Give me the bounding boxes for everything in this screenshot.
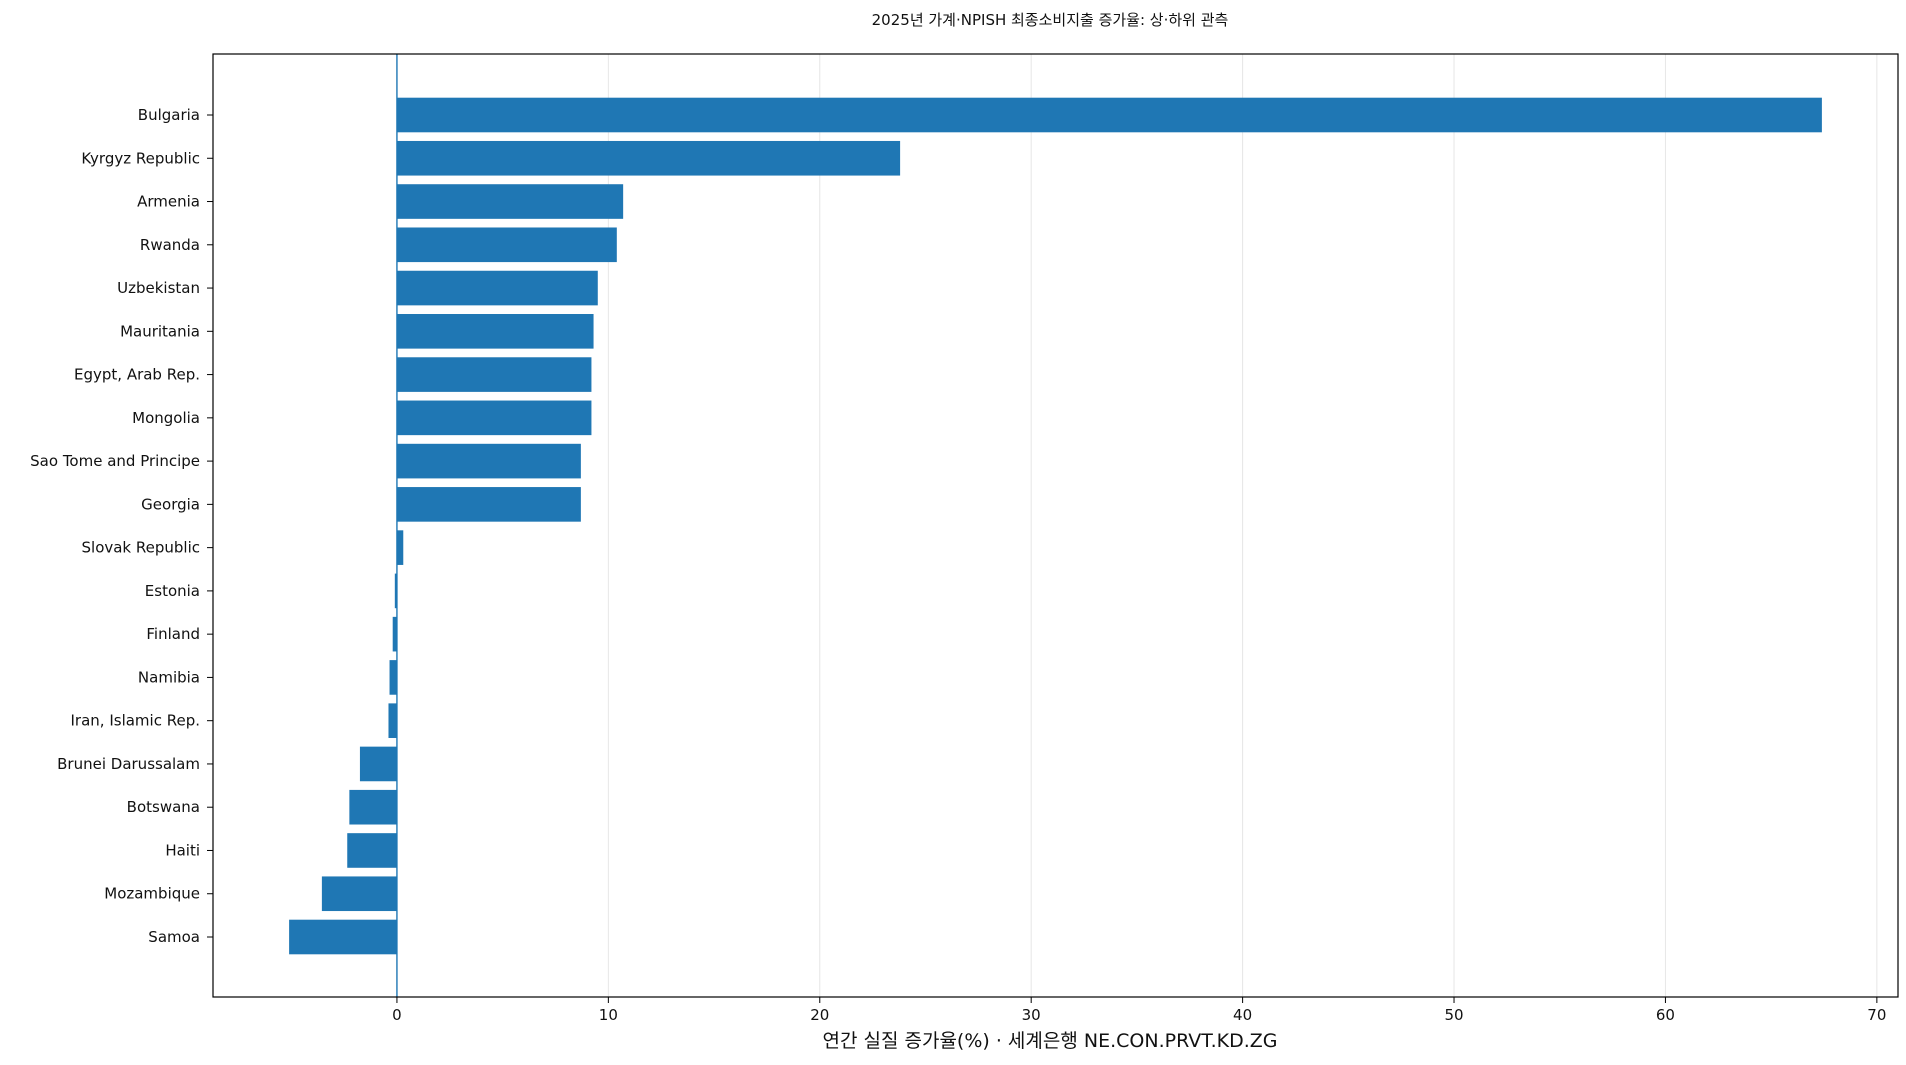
y-tick-label: Namibia	[138, 668, 200, 686]
y-tick-label: Uzbekistan	[117, 279, 200, 297]
y-tick-label: Kyrgyz Republic	[81, 149, 200, 167]
y-tick-label: Mozambique	[104, 885, 200, 903]
plot-frame	[212, 53, 1899, 998]
bar-10	[396, 530, 404, 565]
x-tick-label: 20	[810, 1006, 829, 1024]
y-tick-label: Mauritania	[120, 322, 200, 340]
bar-16	[349, 789, 397, 825]
x-tick-label: 0	[392, 1006, 402, 1024]
bar-4	[396, 270, 598, 306]
y-tick-label: Armenia	[137, 193, 200, 211]
y-tick-label: Sao Tome and Principe	[30, 452, 200, 470]
y-tick-label: Rwanda	[140, 236, 200, 254]
y-tick-label: Georgia	[141, 495, 200, 513]
x-tick-label: 10	[599, 1006, 618, 1024]
y-tick-label: Egypt, Arab Rep.	[74, 366, 200, 384]
x-tick-label: 30	[1022, 1006, 1041, 1024]
y-tick-label: Slovak Republic	[82, 539, 201, 557]
bar-9	[396, 487, 581, 522]
bar-5	[396, 314, 594, 349]
x-tick-label: 70	[1867, 1006, 1886, 1024]
bar-8	[396, 443, 581, 479]
bar-19	[289, 919, 397, 955]
bar-2	[396, 184, 624, 219]
y-tick-label: Finland	[146, 625, 200, 643]
y-tick-label: Botswana	[127, 798, 200, 816]
y-tick-label: Haiti	[165, 841, 200, 859]
x-tick-label: 50	[1444, 1006, 1463, 1024]
bar-13	[389, 660, 397, 695]
bar-3	[396, 227, 617, 263]
bar-18	[321, 876, 397, 912]
bar-14	[388, 703, 397, 738]
y-tick-label: Iran, Islamic Rep.	[71, 712, 201, 730]
x-tick-label: 40	[1233, 1006, 1252, 1024]
bar-7	[396, 400, 592, 436]
y-tick-label: Samoa	[148, 928, 200, 946]
bar-12	[392, 616, 397, 652]
bar-0	[396, 97, 1822, 133]
x-axis-ticks: 0 10 20 30 40 50 60 70	[392, 997, 1886, 1024]
bar-1	[396, 140, 901, 176]
y-tick-label: Mongolia	[132, 409, 200, 427]
bar-6	[396, 357, 592, 392]
x-tick-label: 60	[1656, 1006, 1675, 1024]
bar-17	[347, 833, 397, 868]
bar-15	[359, 746, 397, 782]
y-tick-label: Estonia	[145, 582, 200, 600]
bar-11	[394, 573, 397, 609]
bars	[289, 97, 1822, 955]
y-tick-label: Brunei Darussalam	[57, 755, 200, 773]
x-axis-label: 연간 실질 증가율(%) · 세계은행 NE.CON.PRVT.KD.ZG	[822, 1030, 1277, 1052]
chart-title: 2025년 가계·NPISH 최종소비지출 증가율: 상·하위 관측	[872, 11, 1229, 29]
y-tick-label: Bulgaria	[138, 106, 200, 124]
y-axis-ticks: Bulgaria Kyrgyz Republic Armenia Rwanda Uzbe…	[30, 106, 213, 946]
